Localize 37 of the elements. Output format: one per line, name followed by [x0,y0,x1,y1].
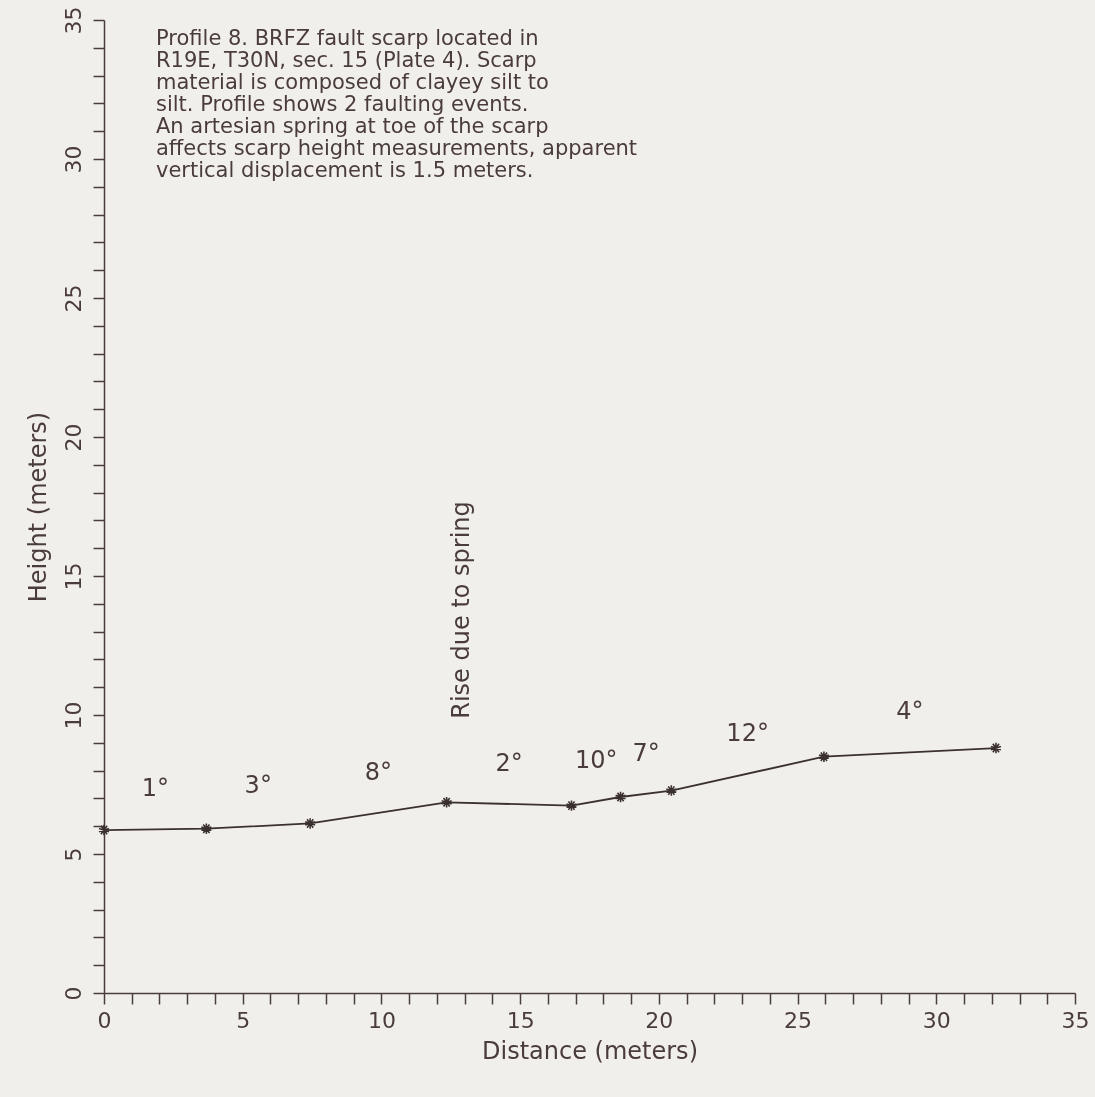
x-axis-title: Distance (meters) [482,1036,698,1065]
y-tick-label: 0 [60,986,86,1001]
x-tick-label: 15 [506,1007,535,1033]
point [98,824,110,837]
x-tick-label: 25 [784,1007,813,1033]
annotation: 7° [632,738,660,767]
y-tick-label: 30 [60,145,86,174]
x-tick-label: 30 [922,1007,951,1033]
point [565,799,578,812]
annotation: 2° [495,748,523,777]
x-tick-label: 10 [367,1007,396,1033]
annotation: Rise due to spring [447,501,475,719]
y-tick-label: 5 [60,847,86,862]
y-tick-label: 20 [60,423,86,452]
annotation: 12° [726,718,769,747]
annotation: 1° [141,774,169,803]
annotation: 4° [896,697,924,726]
annotation: 8° [364,757,393,786]
point [665,784,678,797]
y-tick-label: 10 [60,701,86,730]
x-tick-label: 5 [236,1007,251,1033]
point [990,742,1002,755]
x-tick-label: 0 [97,1007,112,1033]
point [304,817,316,830]
point [440,796,453,809]
annotation: 10° [574,746,618,775]
y-tick-label: 15 [60,562,86,591]
annotation: 3° [244,771,272,800]
y-axis-title: Height (meters) [23,411,52,603]
y-tick-label: 35 [60,6,86,35]
y-tick-label: 25 [60,284,86,313]
x-tick-label: 35 [1061,1007,1090,1033]
point [818,750,830,763]
point [614,790,627,804]
x-tick-label: 20 [645,1007,674,1033]
point [200,822,213,835]
annotation: Profile 8. BRFZ fault scarp located in R19E, T30N, sec. 15 (Plate 4). Scarp material is composed of clayey silt to silt. Profile shows 2 faulting events. An artesian spring at toe of the scarp affects scarp height measurements, apparent vertical displacement is 1.5 meters. [156,26,638,182]
